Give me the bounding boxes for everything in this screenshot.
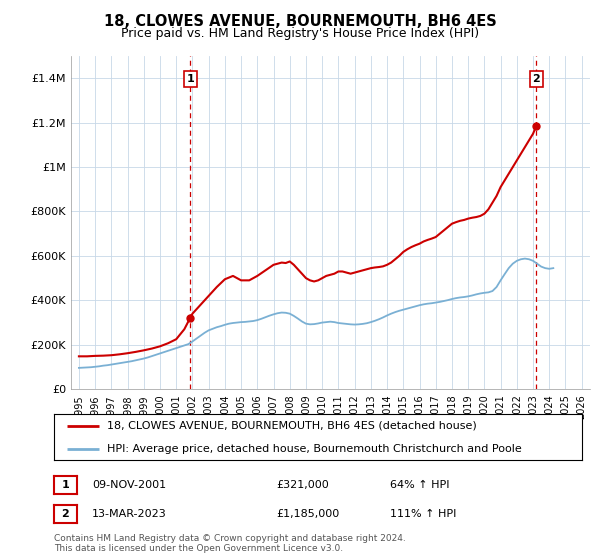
Text: £1,185,000: £1,185,000 — [276, 509, 339, 519]
Text: £321,000: £321,000 — [276, 480, 329, 490]
Text: 18, CLOWES AVENUE, BOURNEMOUTH, BH6 4ES: 18, CLOWES AVENUE, BOURNEMOUTH, BH6 4ES — [104, 14, 496, 29]
Text: Contains HM Land Registry data © Crown copyright and database right 2024.
This d: Contains HM Land Registry data © Crown c… — [54, 534, 406, 553]
Text: 64% ↑ HPI: 64% ↑ HPI — [390, 480, 449, 490]
Text: 09-NOV-2001: 09-NOV-2001 — [92, 480, 166, 490]
Text: HPI: Average price, detached house, Bournemouth Christchurch and Poole: HPI: Average price, detached house, Bour… — [107, 444, 521, 454]
Text: 13-MAR-2023: 13-MAR-2023 — [92, 509, 167, 519]
Text: 1: 1 — [62, 480, 69, 490]
Text: 18, CLOWES AVENUE, BOURNEMOUTH, BH6 4ES (detached house): 18, CLOWES AVENUE, BOURNEMOUTH, BH6 4ES … — [107, 421, 476, 431]
Text: 1: 1 — [186, 74, 194, 84]
Text: Price paid vs. HM Land Registry's House Price Index (HPI): Price paid vs. HM Land Registry's House … — [121, 27, 479, 40]
Text: 2: 2 — [62, 509, 69, 519]
Text: 2: 2 — [532, 74, 540, 84]
Text: 111% ↑ HPI: 111% ↑ HPI — [390, 509, 457, 519]
